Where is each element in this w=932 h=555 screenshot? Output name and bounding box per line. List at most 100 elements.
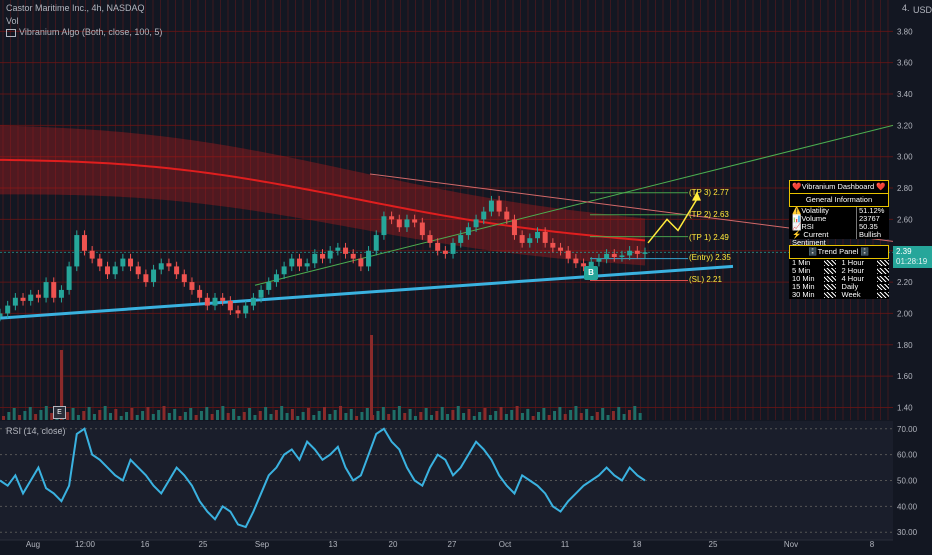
volume-bar — [344, 413, 348, 420]
candle-body — [573, 258, 579, 264]
dashboard-value: 23767 — [856, 215, 889, 223]
volume-bar — [387, 414, 391, 420]
trend-timeframe: 2 Hour — [841, 266, 865, 275]
trend-timeframe: 4 Hour — [841, 274, 865, 283]
rsi-tick-label: 50.00 — [897, 477, 918, 486]
trend-cell — [823, 292, 836, 298]
x-tick-label: Sep — [255, 540, 270, 549]
volume-bar — [280, 406, 284, 420]
volume-bar — [242, 412, 246, 420]
volume-bar — [135, 415, 139, 420]
x-tick-label: 13 — [329, 540, 338, 549]
rsi-tick-label: 30.00 — [897, 528, 918, 537]
volume-bar — [419, 412, 423, 420]
candle-body — [0, 313, 3, 317]
candle-body — [634, 250, 640, 254]
volume-bar — [23, 411, 27, 420]
volume-bar — [323, 407, 326, 420]
x-tick-label: Aug — [26, 540, 40, 549]
volume-bar — [253, 415, 257, 420]
volume-bar — [290, 409, 294, 420]
volume-bar — [446, 414, 450, 420]
volume-bar — [638, 413, 642, 420]
dashboard-section-general: General Information — [789, 194, 889, 207]
indicator-legend[interactable]: Vibranium Algo (Both, close, 100, 5) — [6, 27, 162, 37]
candle-body — [28, 294, 34, 301]
volume-bar — [162, 406, 166, 420]
volume-bar — [317, 411, 321, 420]
candle-body — [519, 235, 525, 243]
volume-bar — [547, 415, 551, 420]
volume-bar — [226, 413, 230, 420]
candle-body — [496, 200, 502, 212]
candle-body — [128, 258, 134, 267]
candle-body — [250, 297, 256, 306]
volume-bar — [595, 412, 599, 420]
earnings-marker[interactable]: E — [53, 406, 66, 419]
x-tick-label: Oct — [499, 540, 512, 549]
volume-bar — [50, 413, 54, 420]
volume-bar — [403, 413, 407, 420]
volume-bar — [339, 406, 343, 420]
volume-bar — [109, 413, 112, 420]
volume-bar — [189, 408, 193, 420]
volume-bar — [472, 416, 476, 420]
buy-signal-marker[interactable]: B — [584, 266, 598, 280]
volume-bar — [39, 410, 43, 420]
candle-body — [281, 266, 287, 275]
volume-legend[interactable]: Vol — [6, 16, 19, 26]
volume-bar — [151, 414, 155, 420]
volume-bar — [210, 414, 214, 420]
volume-bar — [232, 409, 236, 420]
volume-bar — [499, 407, 503, 420]
rsi-legend[interactable]: RSI (14, close) — [6, 426, 66, 436]
candle-body — [435, 242, 441, 251]
y-tick-label: 3.40 — [897, 90, 913, 99]
volume-bar — [531, 416, 535, 420]
y-tick-label: 3.60 — [897, 59, 913, 68]
trend-row: 15 Min Daily — [789, 283, 890, 291]
volume-bar — [515, 406, 519, 420]
volume-bar — [397, 406, 401, 420]
volume-bar — [483, 408, 487, 420]
rsi-tick-label: 60.00 — [897, 451, 918, 460]
volume-bar — [328, 414, 332, 420]
volume-bar — [365, 408, 369, 420]
candle-body — [450, 242, 456, 254]
volume-bar — [141, 411, 145, 420]
candle-body — [5, 305, 11, 314]
volume-bar — [216, 410, 219, 420]
volume-bar — [355, 416, 359, 420]
volume-bar — [579, 413, 583, 420]
volume-bar — [622, 414, 626, 420]
dashboard-key: 📊Volume — [792, 214, 827, 223]
support-trendline — [0, 264, 734, 320]
volume-bar — [333, 410, 337, 420]
indicator-icon — [6, 28, 16, 37]
trend-timeframe: 30 Min — [792, 290, 815, 299]
volume-bar — [617, 407, 621, 420]
volume-bar — [504, 414, 508, 420]
volume-bar — [60, 350, 63, 420]
volume-bar — [7, 412, 11, 420]
ema-cloud — [0, 125, 645, 266]
volume-bar — [360, 412, 364, 420]
candle-body — [335, 247, 341, 251]
candle-body — [158, 263, 164, 270]
volume-bar — [312, 415, 316, 420]
candle-body — [565, 250, 571, 259]
y-tick-label: 1.60 — [897, 372, 913, 381]
volume-bar — [306, 408, 310, 420]
candle-body — [74, 235, 80, 267]
candle-body — [458, 235, 464, 243]
volume-bar — [12, 408, 16, 420]
dashboard-row: 📈RSI 50.35 — [789, 223, 889, 231]
volume-bar — [376, 411, 380, 420]
volume-bar — [92, 414, 96, 420]
candle-body — [112, 266, 118, 275]
candle-body — [627, 250, 633, 256]
candle-body — [20, 297, 26, 301]
tp2-label: (TP 2) 2.63 — [689, 210, 729, 219]
